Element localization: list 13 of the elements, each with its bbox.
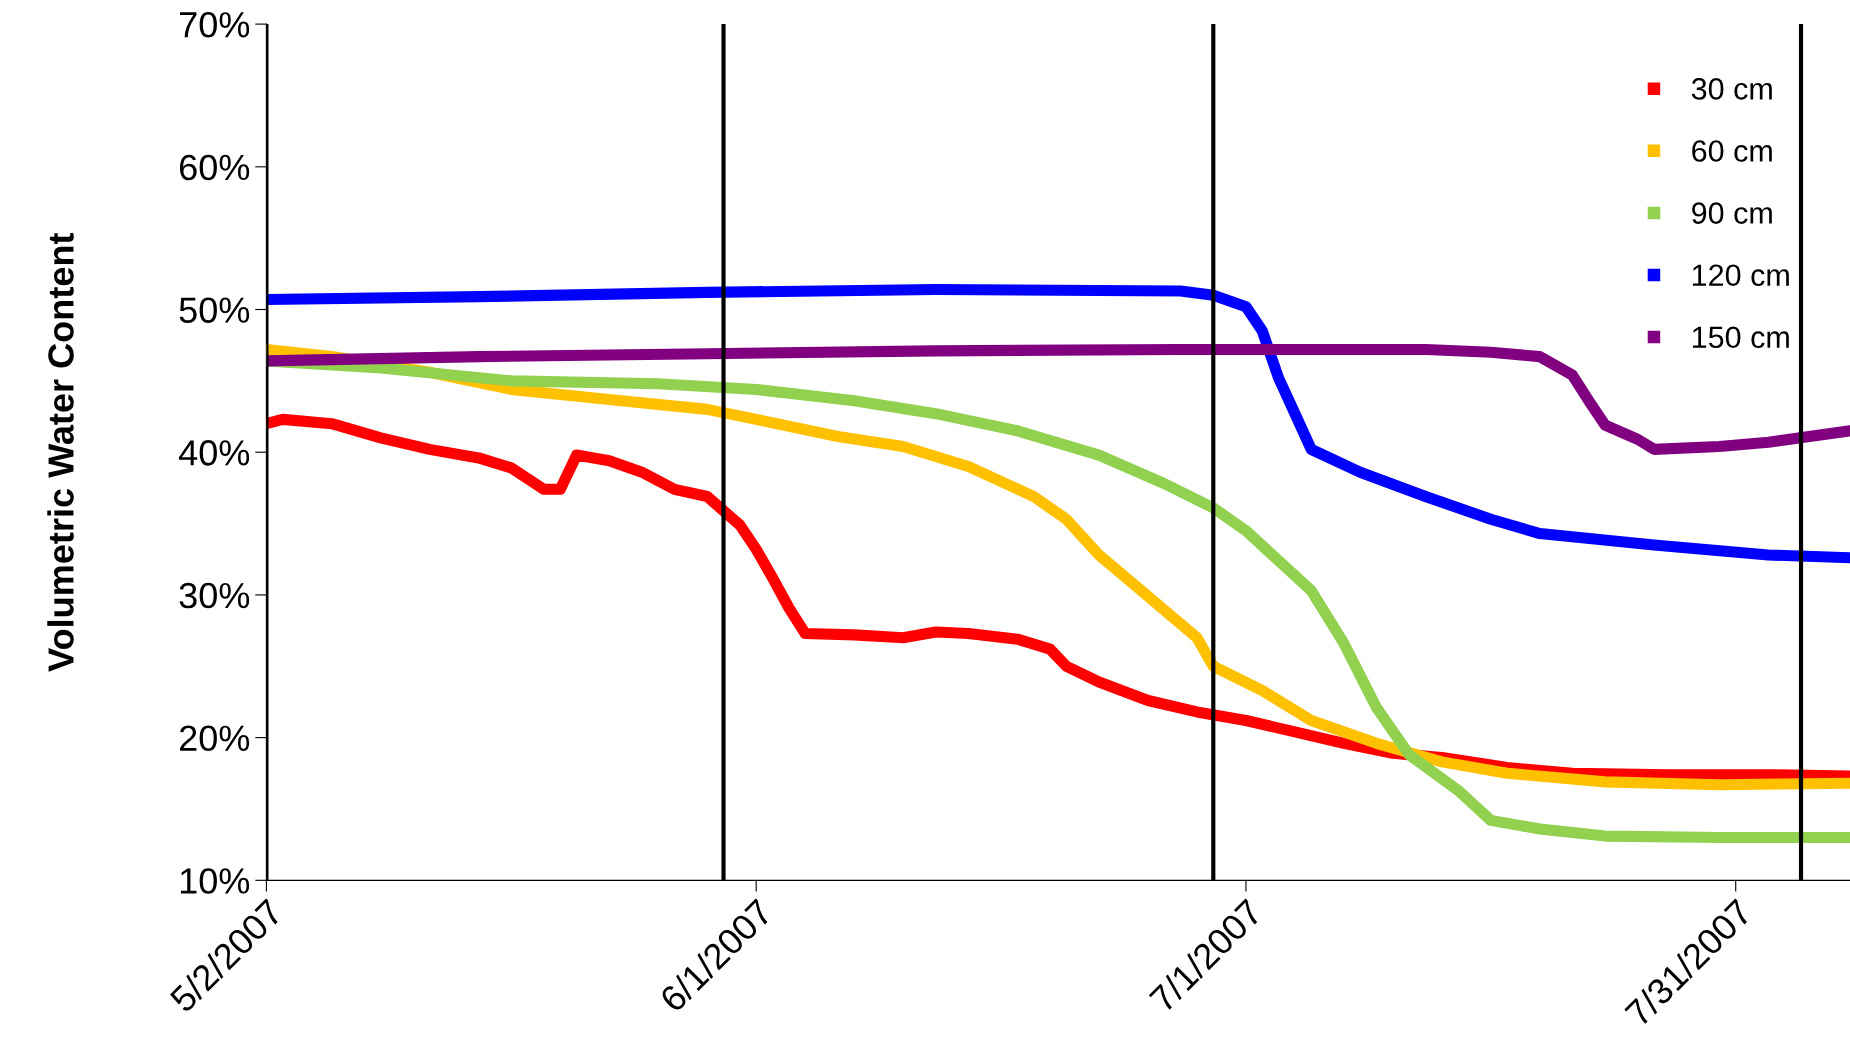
legend-label: 60 cm xyxy=(1692,140,1772,162)
y-tick-label: 60% xyxy=(179,154,250,181)
legend-label: 150 cm xyxy=(1692,326,1789,349)
y-axis-title: Volumetric Water Content xyxy=(47,232,74,672)
y-tick-label: 70% xyxy=(180,11,250,38)
legend-label: 90 cm xyxy=(1692,202,1772,224)
y-tick-label: 50% xyxy=(179,297,250,323)
y-tick-label: 10% xyxy=(180,868,250,894)
legend-label: 30 cm xyxy=(1691,78,1772,100)
y-tick-label: 30% xyxy=(179,582,250,609)
y-tick-label: 20% xyxy=(179,725,250,752)
legend-label: 120 cm xyxy=(1692,264,1789,287)
y-tick-label: 40% xyxy=(178,440,250,466)
